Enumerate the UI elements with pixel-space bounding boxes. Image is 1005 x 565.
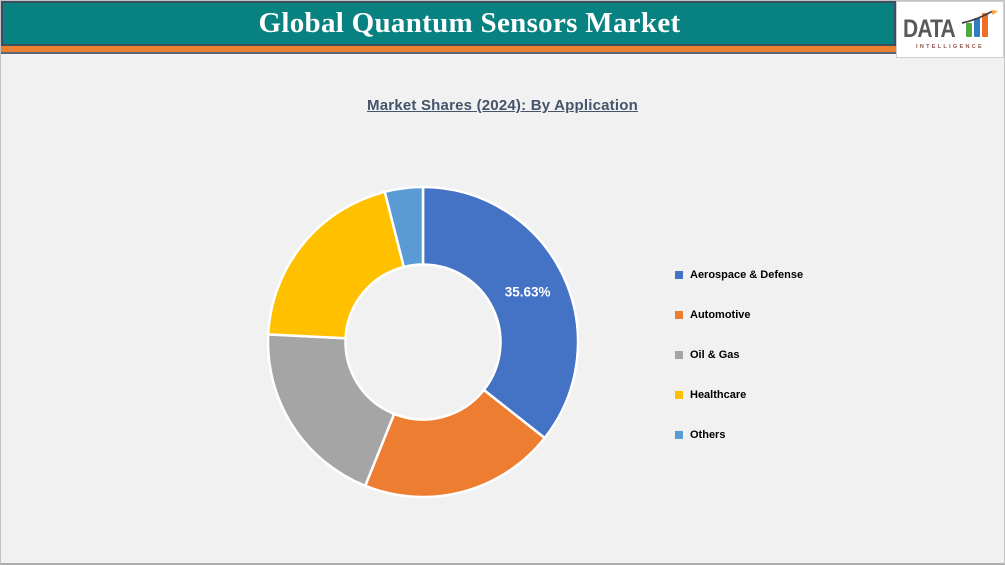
header-banner: Global Quantum Sensors Market bbox=[1, 1, 898, 44]
legend-item-oil-gas: Oil & Gas bbox=[675, 348, 803, 362]
donut-slice-automotive bbox=[363, 388, 546, 499]
legend-swatch bbox=[675, 391, 683, 399]
legend-item-automotive: Automotive bbox=[675, 308, 803, 322]
logo-arrowhead-icon bbox=[991, 9, 998, 15]
logo-wordmark: DATA bbox=[903, 9, 998, 42]
slice-data-label: 35.63% bbox=[505, 284, 551, 299]
legend-swatch bbox=[675, 431, 683, 439]
donut-slice-healthcare bbox=[266, 190, 406, 340]
donut-slice-others bbox=[383, 185, 425, 269]
legend-label: Others bbox=[690, 429, 726, 441]
chart-title-row: Market Shares (2024): By Application bbox=[1, 97, 1004, 115]
logo-word: DATA bbox=[903, 14, 956, 42]
logo-bar bbox=[966, 22, 972, 37]
donut-slice-aerospace-defense bbox=[421, 185, 580, 440]
legend-label: Oil & Gas bbox=[690, 349, 740, 361]
logo-subtext: INTELLIGENCE bbox=[916, 43, 984, 50]
legend-item-healthcare: Healthcare bbox=[675, 388, 803, 402]
legend: Aerospace & Defense Automotive Oil & Gas He… bbox=[675, 268, 803, 468]
donut-chart: 35.63% bbox=[266, 185, 580, 499]
legend-item-others: Others bbox=[675, 428, 803, 442]
logo-arrow-icon bbox=[961, 10, 993, 24]
chart-title: Market Shares (2024): By Application bbox=[367, 97, 638, 114]
legend-label: Automotive bbox=[690, 309, 751, 321]
legend-swatch bbox=[675, 271, 683, 279]
logo-bar bbox=[974, 17, 980, 37]
legend-swatch bbox=[675, 351, 683, 359]
donut-slice-oil-gas bbox=[266, 333, 396, 488]
legend-swatch bbox=[675, 311, 683, 319]
page-title: Global Quantum Sensors Market bbox=[258, 7, 681, 39]
legend-label: Aerospace & Defense bbox=[690, 269, 804, 281]
accent-stripe bbox=[1, 44, 898, 54]
logo-bar bbox=[982, 12, 988, 37]
legend-item-aerospace-defense: Aerospace & Defense bbox=[675, 268, 803, 282]
legend-label: Healthcare bbox=[690, 389, 747, 401]
logo: DATA INTELLIGENCE bbox=[896, 1, 1004, 58]
